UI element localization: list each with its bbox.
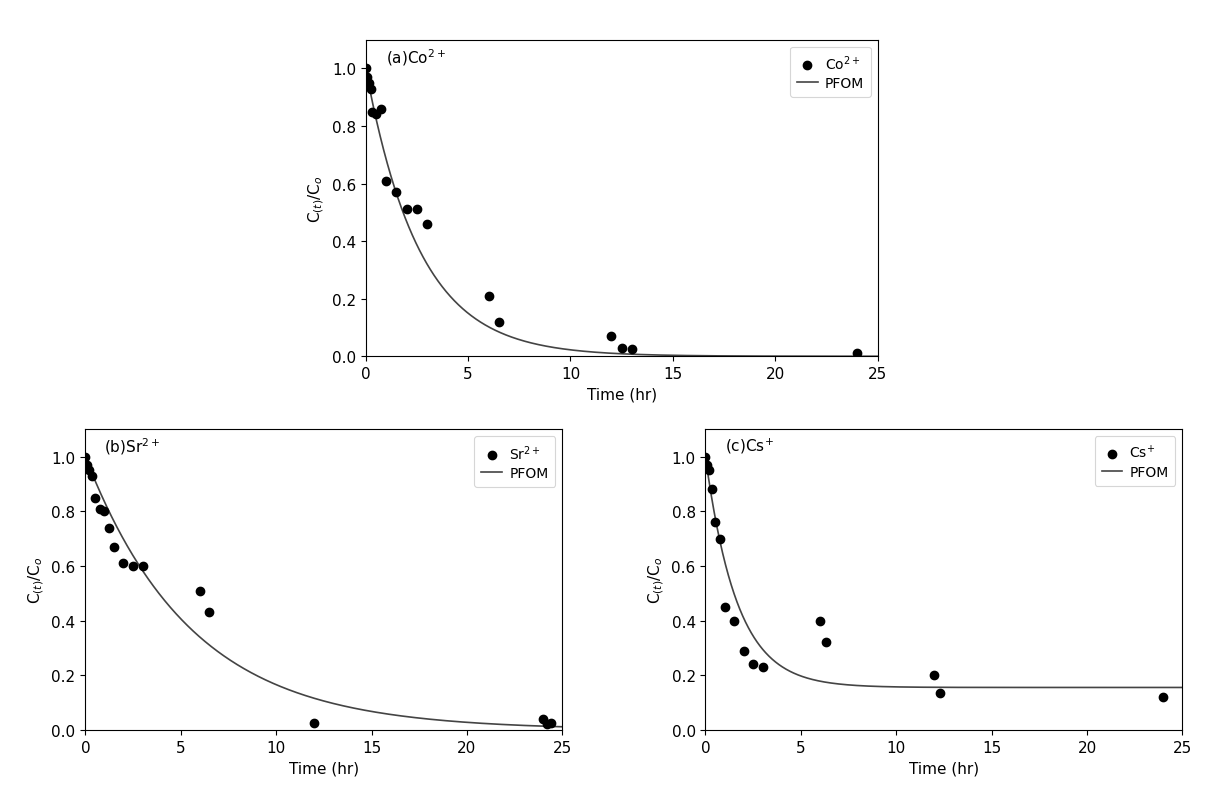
Co$^{2+}$	[397, 204, 417, 217]
PFOM	[1025, 683, 1040, 693]
Sr$^{2+}$	[305, 717, 324, 730]
PFOM	[458, 718, 473, 727]
PFOM	[709, 351, 724, 361]
Co$^{2+}$	[356, 62, 375, 75]
Co$^{2+}$	[407, 204, 427, 217]
Cs$^{+}$	[930, 687, 950, 700]
PFOM	[891, 682, 906, 692]
Cs$^{+}$	[734, 644, 753, 657]
PFOM	[908, 682, 923, 692]
X-axis label: Time (hr): Time (hr)	[909, 760, 979, 775]
Sr$^{2+}$	[200, 606, 219, 619]
Sr$^{2+}$	[77, 459, 96, 472]
Cs$^{+}$	[724, 614, 744, 627]
PFOM	[288, 688, 302, 697]
PFOM	[411, 243, 425, 253]
Sr$^{2+}$	[190, 584, 210, 597]
PFOM	[870, 352, 885, 362]
Co$^{2+}$	[386, 187, 406, 200]
Sr$^{2+}$	[538, 718, 557, 731]
Y-axis label: C$_{(t)}$/C$_o$: C$_{(t)}$/C$_o$	[306, 175, 327, 222]
Sr$^{2+}$	[123, 560, 143, 573]
PFOM	[1079, 683, 1093, 693]
Line: PFOM: PFOM	[366, 69, 878, 357]
Co$^{2+}$	[366, 109, 385, 122]
Sr$^{2+}$	[113, 557, 133, 570]
Cs$^{+}$	[697, 459, 717, 472]
Cs$^{+}$	[1153, 691, 1173, 704]
Co$^{2+}$	[489, 315, 508, 328]
Cs$^{+}$	[925, 669, 945, 682]
Sr$^{2+}$	[100, 521, 119, 534]
Co$^{2+}$	[479, 290, 499, 303]
PFOM	[584, 348, 599, 358]
PFOM	[1175, 683, 1190, 693]
Legend: Sr$^{2+}$, PFOM: Sr$^{2+}$, PFOM	[474, 437, 556, 487]
Text: (c)Cs$^{+}$: (c)Cs$^{+}$	[724, 436, 773, 455]
X-axis label: Time (hr): Time (hr)	[289, 760, 358, 775]
PFOM	[406, 713, 421, 723]
Cs$^{+}$	[714, 601, 734, 614]
PFOM	[1070, 683, 1085, 693]
Co$^{2+}$	[847, 347, 867, 360]
Text: (a)Co$^{2+}$: (a)Co$^{2+}$	[386, 47, 446, 67]
Legend: Co$^{2+}$, PFOM: Co$^{2+}$, PFOM	[790, 48, 870, 98]
X-axis label: Time (hr): Time (hr)	[586, 387, 657, 402]
Co$^{2+}$	[363, 106, 383, 119]
Cs$^{+}$	[753, 661, 773, 674]
Cs$^{+}$	[698, 464, 718, 477]
PFOM	[555, 722, 569, 732]
Cs$^{+}$	[702, 483, 722, 496]
PFOM	[450, 717, 464, 727]
Co$^{2+}$	[372, 103, 391, 116]
PFOM	[78, 453, 93, 462]
Sr$^{2+}$	[90, 503, 110, 516]
Sr$^{2+}$	[79, 464, 99, 477]
PFOM	[127, 553, 141, 563]
PFOM	[358, 64, 373, 74]
Co$^{2+}$	[612, 341, 631, 354]
Sr$^{2+}$	[104, 541, 123, 554]
Cs$^{+}$	[744, 658, 763, 671]
Co$^{2+}$	[602, 330, 622, 343]
PFOM	[698, 453, 713, 462]
PFOM	[758, 352, 773, 362]
Co$^{2+}$	[622, 343, 641, 356]
Sr$^{2+}$	[76, 451, 95, 464]
Cs$^{+}$	[816, 636, 835, 649]
PFOM	[747, 633, 762, 642]
Co$^{2+}$	[377, 175, 396, 188]
PFOM	[271, 680, 285, 690]
Co$^{2+}$	[360, 77, 379, 90]
Text: (b)Sr$^{2+}$: (b)Sr$^{2+}$	[105, 436, 161, 457]
Sr$^{2+}$	[133, 560, 152, 573]
Line: PFOM: PFOM	[706, 457, 1182, 688]
Co$^{2+}$	[417, 218, 436, 231]
Cs$^{+}$	[706, 516, 725, 529]
PFOM	[767, 352, 781, 362]
Line: PFOM: PFOM	[85, 457, 562, 727]
Sr$^{2+}$	[541, 717, 561, 730]
Sr$^{2+}$	[85, 491, 105, 504]
Legend: Cs$^{+}$, PFOM: Cs$^{+}$, PFOM	[1095, 437, 1175, 486]
Cs$^{+}$	[696, 451, 716, 464]
Sr$^{2+}$	[534, 713, 553, 726]
Sr$^{2+}$	[95, 505, 115, 518]
Y-axis label: C$_{(t)}$/C$_o$: C$_{(t)}$/C$_o$	[646, 556, 666, 603]
Co$^{2+}$	[361, 83, 380, 96]
PFOM	[566, 345, 580, 355]
Cs$^{+}$	[709, 533, 729, 546]
Y-axis label: C$_{(t)}$/C$_o$: C$_{(t)}$/C$_o$	[26, 556, 46, 603]
Cs$^{+}$	[811, 614, 830, 627]
Sr$^{2+}$	[82, 470, 101, 483]
Co$^{2+}$	[357, 71, 377, 84]
